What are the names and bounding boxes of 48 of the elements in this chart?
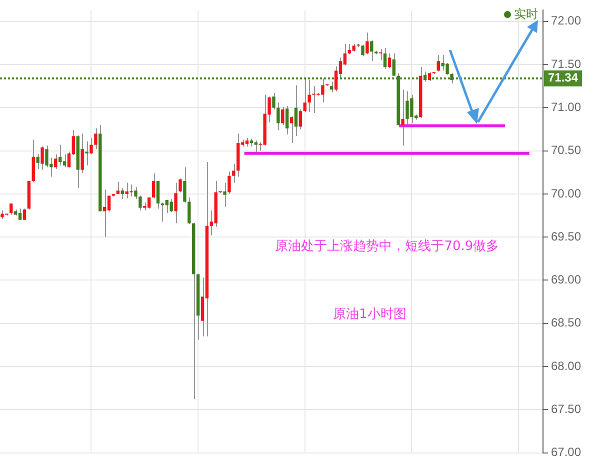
y-tick-label: 69.00: [551, 272, 582, 287]
y-tick-label: 71.00: [551, 100, 582, 114]
candlestick: [366, 32, 369, 55]
y-tick-label: 70.00: [551, 186, 582, 200]
candlestick: [378, 48, 382, 61]
candlestick: [62, 154, 66, 168]
candlestick: [392, 52, 396, 76]
candlestick: [370, 40, 374, 62]
y-tick-label: 72.00: [551, 14, 582, 28]
candlestick: [18, 208, 22, 220]
candlestick: [223, 182, 226, 208]
candlestick: [330, 81, 334, 93]
candlestick: [58, 144, 62, 166]
candlestick: [388, 52, 392, 69]
annotation: 原油1小时图: [333, 307, 406, 322]
candlestick: [116, 181, 120, 194]
candlestick: [120, 187, 124, 200]
candlestick: [281, 106, 284, 126]
candlestick: [254, 140, 258, 154]
y-tick-label: 68.50: [551, 316, 582, 330]
candlestick: [361, 44, 364, 56]
candlestick: [298, 108, 302, 130]
candlestick: [40, 146, 44, 170]
y-tick-label: 70.50: [551, 143, 582, 158]
candlestick: [85, 140, 88, 166]
annotation: 原油处于上涨趋势中，短线于70.9做多: [275, 239, 500, 254]
candlestick: [170, 198, 173, 213]
candlestick: [54, 154, 58, 170]
candlestick: [401, 89, 404, 146]
ref-line-label: 71.34: [548, 70, 578, 85]
candlestick: [383, 48, 387, 70]
candlestick: [80, 133, 84, 174]
y-tick-label: 68.00: [551, 358, 582, 373]
candlestick: [94, 128, 98, 150]
candlestick: [165, 200, 169, 214]
y-tick-label: 69.50: [551, 229, 582, 244]
y-tick-label: 67.50: [551, 402, 582, 416]
y-tick-label: 71.50: [551, 56, 582, 71]
candlestick: [152, 172, 156, 199]
candlestick: [285, 105, 289, 135]
candlestick: [450, 72, 454, 84]
candlestick: [36, 154, 40, 170]
candlestick: [22, 208, 26, 220]
candlestick: [308, 80, 311, 113]
annotation: 实时: [514, 6, 538, 23]
candlestick: [436, 54, 440, 72]
y-tick-label: 67.00: [551, 445, 582, 460]
candlestick: [290, 116, 294, 144]
